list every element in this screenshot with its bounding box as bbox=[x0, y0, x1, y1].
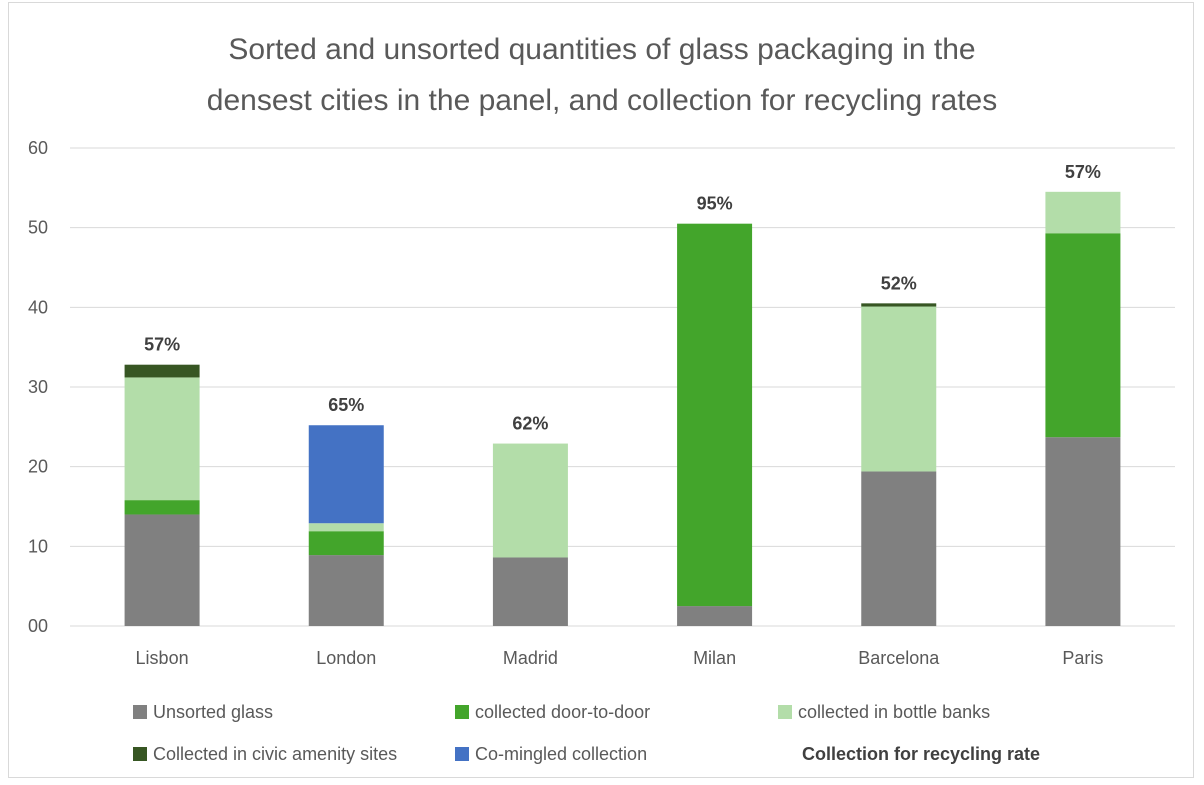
legend-label: Collected in civic amenity sites bbox=[153, 744, 397, 764]
bar-segment bbox=[1045, 233, 1121, 438]
x-category-label: Barcelona bbox=[858, 648, 940, 668]
rate-label: 95% bbox=[697, 194, 733, 214]
legend-swatch bbox=[778, 705, 792, 719]
legend-swatch bbox=[455, 747, 469, 761]
bar-segment bbox=[861, 471, 937, 626]
legend-swatch bbox=[133, 705, 147, 719]
bar-segment bbox=[861, 303, 937, 307]
x-category-label: Paris bbox=[1062, 648, 1103, 668]
grid-layer: 00 10 20 30 40 50 60 bbox=[28, 138, 1175, 636]
y-tick-label: 30 bbox=[28, 377, 48, 397]
rate-label: 65% bbox=[328, 395, 364, 415]
rate-label: 62% bbox=[512, 414, 548, 434]
y-tick-label: 50 bbox=[28, 218, 48, 238]
bar-segment bbox=[861, 306, 937, 472]
labels-layer: 57% Lisbon 65% London 62% Madrid 95% Milan 52% Ba… bbox=[136, 162, 1104, 668]
chart-frame bbox=[8, 2, 1194, 778]
x-category-label: London bbox=[316, 648, 376, 668]
bar-segment bbox=[308, 425, 384, 524]
chart-title-line-2: densest cities in the panel, and collect… bbox=[207, 84, 997, 117]
bar-segment bbox=[1045, 191, 1121, 234]
x-category-label: Milan bbox=[693, 648, 736, 668]
bar-segment bbox=[308, 555, 384, 626]
legend: Unsorted glass collected door-to-door coll… bbox=[133, 702, 1040, 764]
x-category-label: Lisbon bbox=[136, 648, 189, 668]
y-tick-label: 40 bbox=[28, 297, 48, 317]
legend-label-rate: Collection for recycling rate bbox=[802, 744, 1040, 764]
bar-segment bbox=[492, 557, 568, 626]
bar-segment bbox=[677, 606, 753, 626]
rate-label: 57% bbox=[144, 335, 180, 355]
legend-swatch bbox=[455, 705, 469, 719]
legend-label: Co-mingled collection bbox=[475, 744, 647, 764]
bar-segment bbox=[492, 443, 568, 558]
bars-layer bbox=[124, 191, 1121, 626]
legend-label: Unsorted glass bbox=[153, 702, 273, 722]
y-tick-label: 20 bbox=[28, 457, 48, 477]
bar-segment bbox=[1045, 437, 1121, 626]
bar-segment bbox=[308, 523, 384, 532]
bar-segment bbox=[124, 377, 200, 501]
bar-segment bbox=[124, 364, 200, 378]
bar-segment bbox=[677, 223, 753, 607]
bar-segment bbox=[124, 500, 200, 515]
bar-segment bbox=[308, 531, 384, 556]
y-tick-label: 60 bbox=[28, 138, 48, 158]
rate-label: 57% bbox=[1065, 162, 1101, 182]
y-tick-label: 10 bbox=[28, 536, 48, 556]
legend-label: collected in bottle banks bbox=[798, 702, 990, 722]
x-category-label: Madrid bbox=[503, 648, 558, 668]
rate-label: 52% bbox=[881, 273, 917, 293]
legend-label: collected door-to-door bbox=[475, 702, 650, 722]
chart-title-line-1: Sorted and unsorted quantities of glass … bbox=[228, 33, 975, 66]
legend-swatch bbox=[133, 747, 147, 761]
y-tick-label: 00 bbox=[28, 616, 48, 636]
bar-segment bbox=[124, 514, 200, 626]
